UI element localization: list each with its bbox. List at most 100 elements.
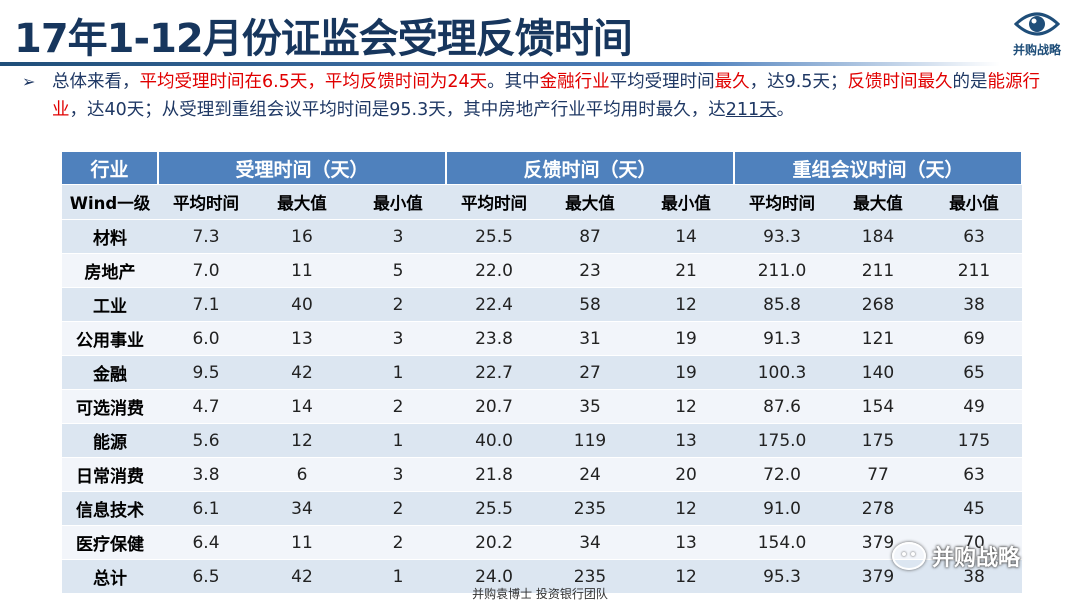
value-cell: 6.0 — [158, 321, 254, 356]
value-cell: 95.3 — [734, 559, 831, 594]
summary-text: 。其中 — [487, 72, 540, 92]
industry-cell: 医疗保健 — [62, 525, 158, 560]
value-cell: 3.8 — [158, 457, 254, 492]
value-cell: 19 — [638, 321, 735, 356]
value-cell: 14 — [254, 389, 350, 424]
table-row: 材料 7.3 16 3 25.5 87 14 93.3 184 63 — [62, 219, 1023, 254]
value-cell: 11 — [254, 253, 350, 288]
summary-text: ，达9.5天； — [749, 72, 848, 92]
group-header-acceptance: 受理时间（天） — [158, 152, 448, 185]
value-cell: 91.0 — [734, 491, 831, 526]
industry-cell: 可选消费 — [62, 389, 158, 424]
industry-cell: 日常消费 — [62, 457, 158, 492]
value-cell: 20.7 — [446, 389, 543, 424]
group-header-feedback: 反馈时间（天） — [446, 152, 736, 185]
industry-cell: 材料 — [62, 219, 158, 254]
value-cell: 154.0 — [734, 525, 831, 560]
value-cell: 1 — [350, 559, 447, 594]
value-cell: 24 — [542, 457, 639, 492]
value-cell: 58 — [542, 287, 639, 322]
value-cell: 63 — [926, 219, 1023, 254]
value-cell: 7.1 — [158, 287, 254, 322]
wechat-icon — [892, 542, 926, 570]
value-cell: 140 — [830, 355, 927, 390]
value-cell: 63 — [926, 457, 1023, 492]
sub-header-cell: 最大值 — [830, 184, 927, 220]
value-cell: 6.1 — [158, 491, 254, 526]
value-cell: 70 — [926, 525, 1023, 560]
summary-text: 平均受理时间 — [609, 72, 715, 92]
group-header-meeting: 重组会议时间（天） — [734, 152, 1024, 185]
value-cell: 6 — [254, 457, 350, 492]
value-cell: 22.4 — [446, 287, 543, 322]
table-row: 工业 7.1 40 2 22.4 58 12 85.8 268 38 — [62, 287, 1023, 322]
table-row: 公用事业 6.0 13 3 23.8 31 19 91.3 121 69 — [62, 321, 1023, 356]
summary-paragraph: ➢ 总体来看，平均受理时间在6.5天，平均反馈时间为24天。其中金融行业平均受理… — [22, 68, 1052, 124]
value-cell: 91.3 — [734, 321, 831, 356]
value-cell: 13 — [638, 423, 735, 458]
sub-header-cell: 平均时间 — [734, 184, 831, 220]
value-cell: 21.8 — [446, 457, 543, 492]
footer-text: 并购袁博士 投资银行团队 — [472, 587, 608, 601]
value-cell: 40.0 — [446, 423, 543, 458]
table-row: 金融 9.5 42 1 22.7 27 19 100.3 140 65 — [62, 355, 1023, 390]
value-cell: 23.8 — [446, 321, 543, 356]
table-row: 日常消费 3.8 6 3 21.8 24 20 72.0 77 63 — [62, 457, 1023, 492]
value-cell: 175 — [830, 423, 927, 458]
value-cell: 2 — [350, 287, 447, 322]
watermark-text: 并购战略 — [932, 546, 1021, 571]
value-cell: 13 — [638, 525, 735, 560]
value-cell: 85.8 — [734, 287, 831, 322]
value-cell: 100.3 — [734, 355, 831, 390]
summary-highlight: 平均受理时间在6.5天，平均反馈时间为24天 — [139, 72, 488, 92]
value-cell: 175 — [926, 423, 1023, 458]
value-cell: 42 — [254, 355, 350, 390]
title-underline — [0, 62, 1000, 66]
industry-cell: 公用事业 — [62, 321, 158, 356]
table-row: 信息技术 6.1 34 2 25.5 235 12 91.0 278 45 — [62, 491, 1023, 526]
summary-underlined: 211天 — [725, 100, 777, 120]
value-cell: 12 — [638, 287, 735, 322]
value-cell: 34 — [542, 525, 639, 560]
value-cell: 22.0 — [446, 253, 543, 288]
value-cell: 7.0 — [158, 253, 254, 288]
value-cell: 12 — [254, 423, 350, 458]
value-cell: 175.0 — [734, 423, 831, 458]
industry-cell: 信息技术 — [62, 491, 158, 526]
eye-logo-icon — [1014, 12, 1060, 36]
value-cell: 20 — [638, 457, 735, 492]
summary-highlight: 反馈时间最久 — [847, 72, 953, 92]
industry-cell: 能源 — [62, 423, 158, 458]
sub-header-cell: 最小值 — [638, 184, 735, 220]
value-cell: 40 — [254, 287, 350, 322]
value-cell: 38 — [926, 287, 1023, 322]
sub-header-cell: 平均时间 — [446, 184, 543, 220]
summary-text: ，达40天；从受理到重组会议平均时间是95.3天，其中房地产行业平均用时最久，达 — [69, 100, 726, 120]
summary-highlight: 最久 — [714, 72, 750, 92]
logo-text: 并购战略 — [1012, 43, 1061, 57]
value-cell: 3 — [350, 219, 447, 254]
value-cell: 121 — [830, 321, 927, 356]
value-cell: 3 — [350, 457, 447, 492]
value-cell: 49 — [926, 389, 1023, 424]
value-cell: 235 — [542, 559, 639, 594]
value-cell: 5.6 — [158, 423, 254, 458]
brand-logo: 并购战略 — [1008, 8, 1066, 64]
value-cell: 4.7 — [158, 389, 254, 424]
sub-header-cell: Wind一级 — [62, 184, 158, 220]
value-cell: 5 — [350, 253, 447, 288]
value-cell: 2 — [350, 389, 447, 424]
value-cell: 87.6 — [734, 389, 831, 424]
industry-cell: 金融 — [62, 355, 158, 390]
value-cell: 22.7 — [446, 355, 543, 390]
table-row: 房地产 7.0 11 5 22.0 23 21 211.0 211 211 — [62, 253, 1023, 288]
value-cell: 24.0 — [446, 559, 543, 594]
value-cell: 27 — [542, 355, 639, 390]
value-cell: 14 — [638, 219, 735, 254]
group-header-row: 行业 受理时间（天） 反馈时间（天） 重组会议时间（天） — [62, 152, 1024, 185]
summary-text: 的是 — [952, 72, 988, 92]
value-cell: 87 — [542, 219, 639, 254]
value-cell: 2 — [350, 525, 447, 560]
value-cell: 31 — [542, 321, 639, 356]
value-cell: 6.5 — [158, 559, 254, 594]
